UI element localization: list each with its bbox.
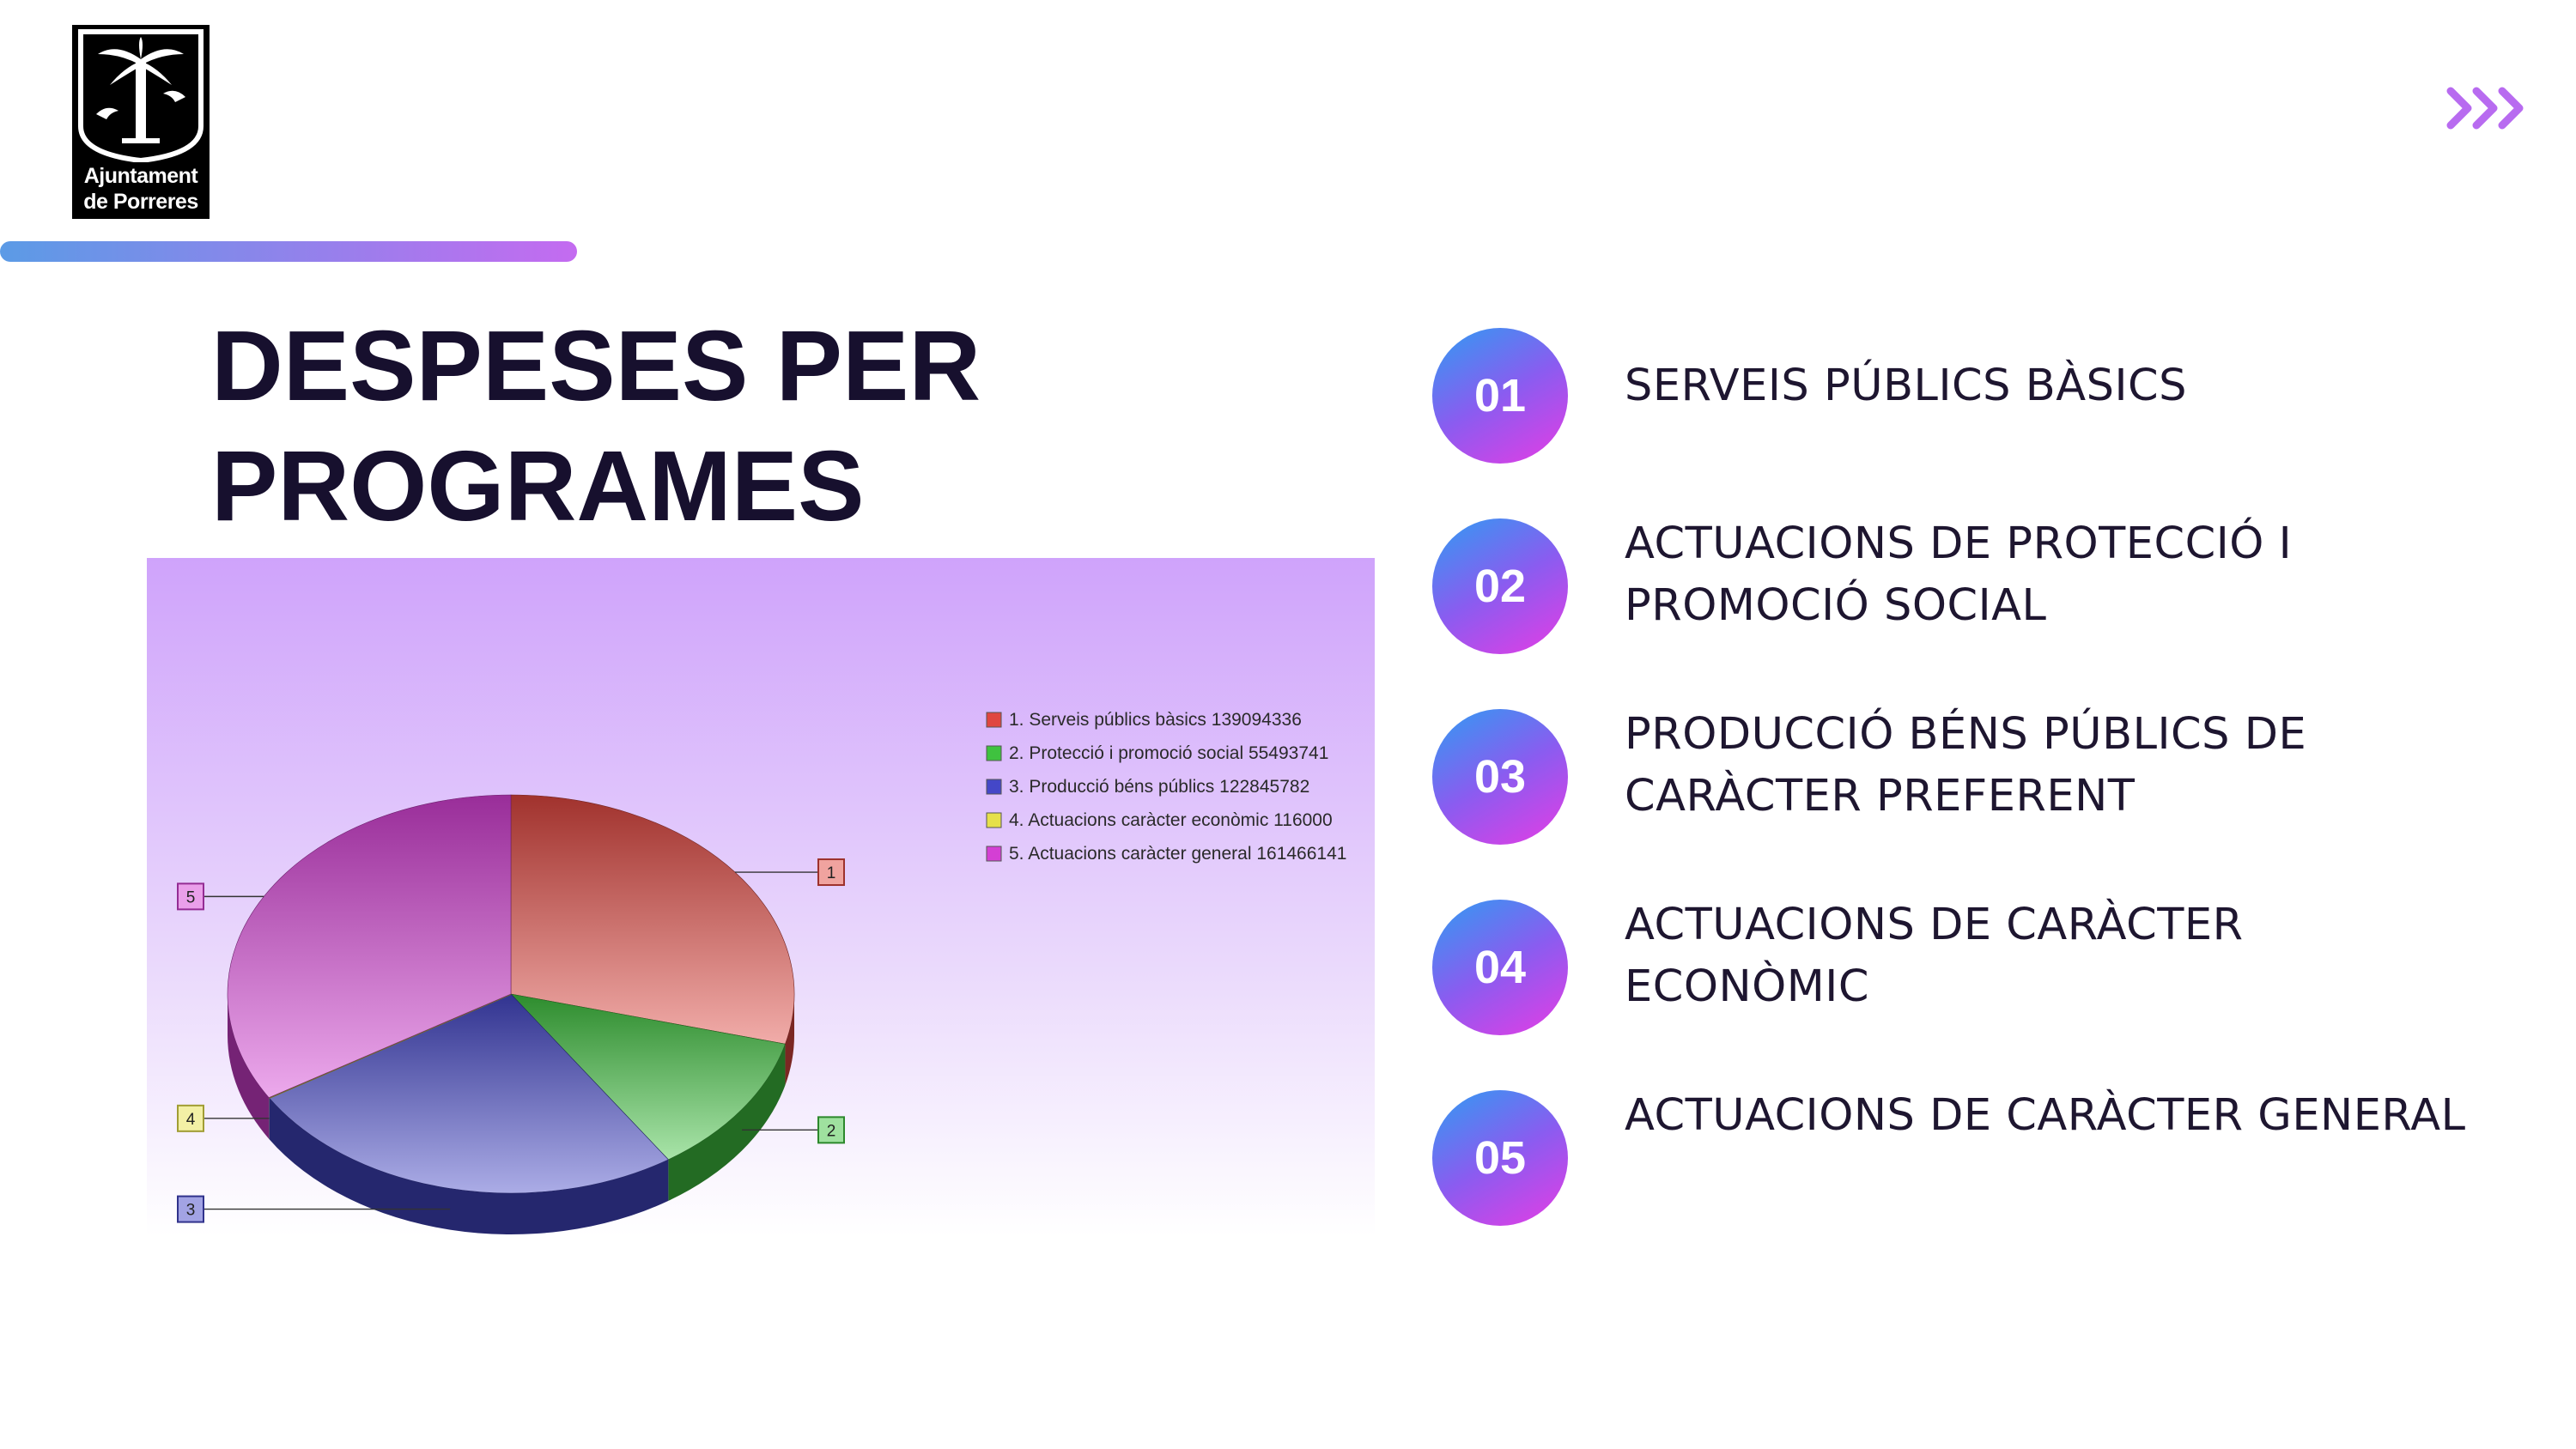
logo-text-line2: de Porreres xyxy=(83,190,198,214)
program-item-02: 02 ACTUACIONS DE PROTECCIÓ I PROMOCIÓ SOC… xyxy=(1432,518,2506,656)
accent-bar xyxy=(0,241,577,262)
legend-entry-4: 4. Actuacions caràcter econòmic 116000 xyxy=(1009,810,1333,830)
legend-entry-2: 2. Protecció i promoció social 55493741 xyxy=(1009,743,1328,763)
callout-box-3 xyxy=(177,1195,204,1223)
program-label: ACTUACIONS DE CARÀCTER GENERAL xyxy=(1625,1090,2466,1141)
program-item-04: 04 ACTUACIONS DE CARÀCTER ECONÒMIC xyxy=(1432,900,2506,1037)
page-title-line2: PROGRAMES xyxy=(211,430,865,542)
program-number-badge: 02 xyxy=(1432,518,1568,654)
legend-swatch-1 xyxy=(986,712,1002,728)
pie-chart: 1 2 3 4 5 1. Serveis públics bàsics 13909433… xyxy=(147,558,1375,1236)
callout-box-1 xyxy=(817,858,845,887)
legend-entry-3: 3. Producció béns públics 122845782 xyxy=(1009,777,1309,797)
page-title: DESPESES PER PROGRAMES xyxy=(211,306,981,546)
page-title-line1: DESPESES PER xyxy=(211,310,981,421)
program-number-badge: 03 xyxy=(1432,709,1568,845)
program-label: ACTUACIONS DE CARÀCTER ECONÒMIC xyxy=(1625,900,2244,1012)
legend-entry-1: 1. Serveis públics bàsics 139094336 xyxy=(1009,710,1302,730)
program-number-badge: 04 xyxy=(1432,900,1568,1035)
pie-slice-side-3 xyxy=(269,1097,669,1234)
pie-slice-side-2 xyxy=(668,1044,786,1201)
callout-box-5 xyxy=(177,882,204,911)
legend-swatch-2 xyxy=(986,745,1002,761)
triple-chevron-right-icon[interactable] xyxy=(2444,84,2526,132)
pie-slice-side-5 xyxy=(228,994,270,1139)
callout-label-1: 1 xyxy=(827,864,836,882)
program-number-badge: 01 xyxy=(1432,328,1568,464)
pie-slice-3 xyxy=(268,993,669,1194)
logo-text-line1: Ajuntament xyxy=(83,164,198,188)
legend-swatch-3 xyxy=(986,779,1002,795)
program-label: SERVEIS PÚBLICS BÀSICS xyxy=(1625,361,2187,411)
callout-label-3: 3 xyxy=(186,1202,196,1220)
program-item-03: 03 PRODUCCIÓ BÉNS PÚBLICS DE CARÀCTER PRE… xyxy=(1432,709,2506,846)
callout-label-4: 4 xyxy=(186,1111,196,1129)
callout-label-5: 5 xyxy=(186,888,196,906)
program-item-01: 01 SERVEIS PÚBLICS BÀSICS xyxy=(1432,328,2506,465)
program-number-badge: 05 xyxy=(1432,1090,1568,1226)
legend-swatch-5 xyxy=(986,846,1002,862)
callout-box-2 xyxy=(817,1116,845,1144)
program-item-05: 05 ACTUACIONS DE CARÀCTER GENERAL xyxy=(1432,1090,2506,1228)
callout-box-4 xyxy=(177,1104,204,1132)
municipal-logo: Ajuntament de Porreres xyxy=(72,25,210,219)
callout-label-2: 2 xyxy=(827,1122,836,1140)
pie-slice-5 xyxy=(227,794,512,1099)
pie-chart-svg: 1 2 3 4 5 1. Serveis públics bàsics 13909433… xyxy=(147,558,1375,1236)
pie-slice-side-1 xyxy=(785,994,794,1086)
legend-swatch-4 xyxy=(986,812,1002,828)
legend-entry-5: 5. Actuacions caràcter general 161466141 xyxy=(1009,844,1346,864)
pie-slice-2 xyxy=(510,993,786,1161)
program-label: ACTUACIONS DE PROTECCIÓ I PROMOCIÓ SOCIA… xyxy=(1625,518,2293,631)
program-label: PRODUCCIÓ BÉNS PÚBLICS DE CARÀCTER PREFE… xyxy=(1625,709,2307,822)
palm-tree-coat-of-arms-icon xyxy=(78,29,204,164)
